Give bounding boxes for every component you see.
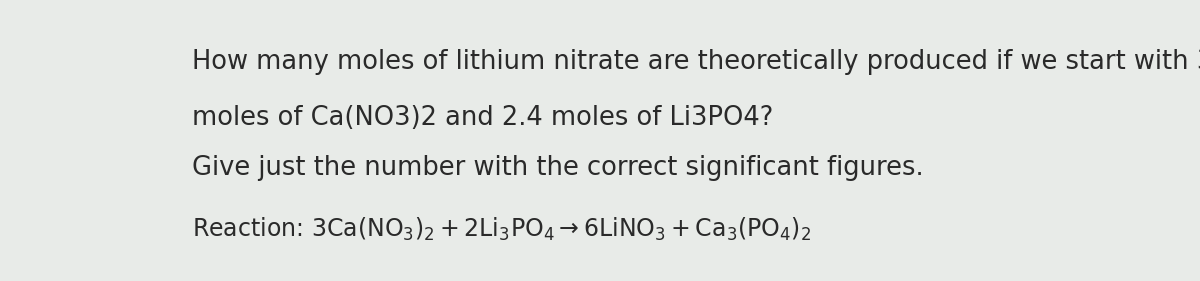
Text: Reaction: $\mathregular{3Ca(NO_3)_2 + 2Li_3PO_4 \rightarrow 6LiNO_3 + Ca_3(PO_4): Reaction: $\mathregular{3Ca(NO_3)_2 + 2L… (192, 216, 811, 243)
Text: moles of Ca(NO3)2 and 2.4 moles of Li3PO4?: moles of Ca(NO3)2 and 2.4 moles of Li3PO… (192, 105, 773, 131)
Text: How many moles of lithium nitrate are theoretically produced if we start with 3.: How many moles of lithium nitrate are th… (192, 49, 1200, 75)
Text: Give just the number with the correct significant figures.: Give just the number with the correct si… (192, 155, 924, 181)
